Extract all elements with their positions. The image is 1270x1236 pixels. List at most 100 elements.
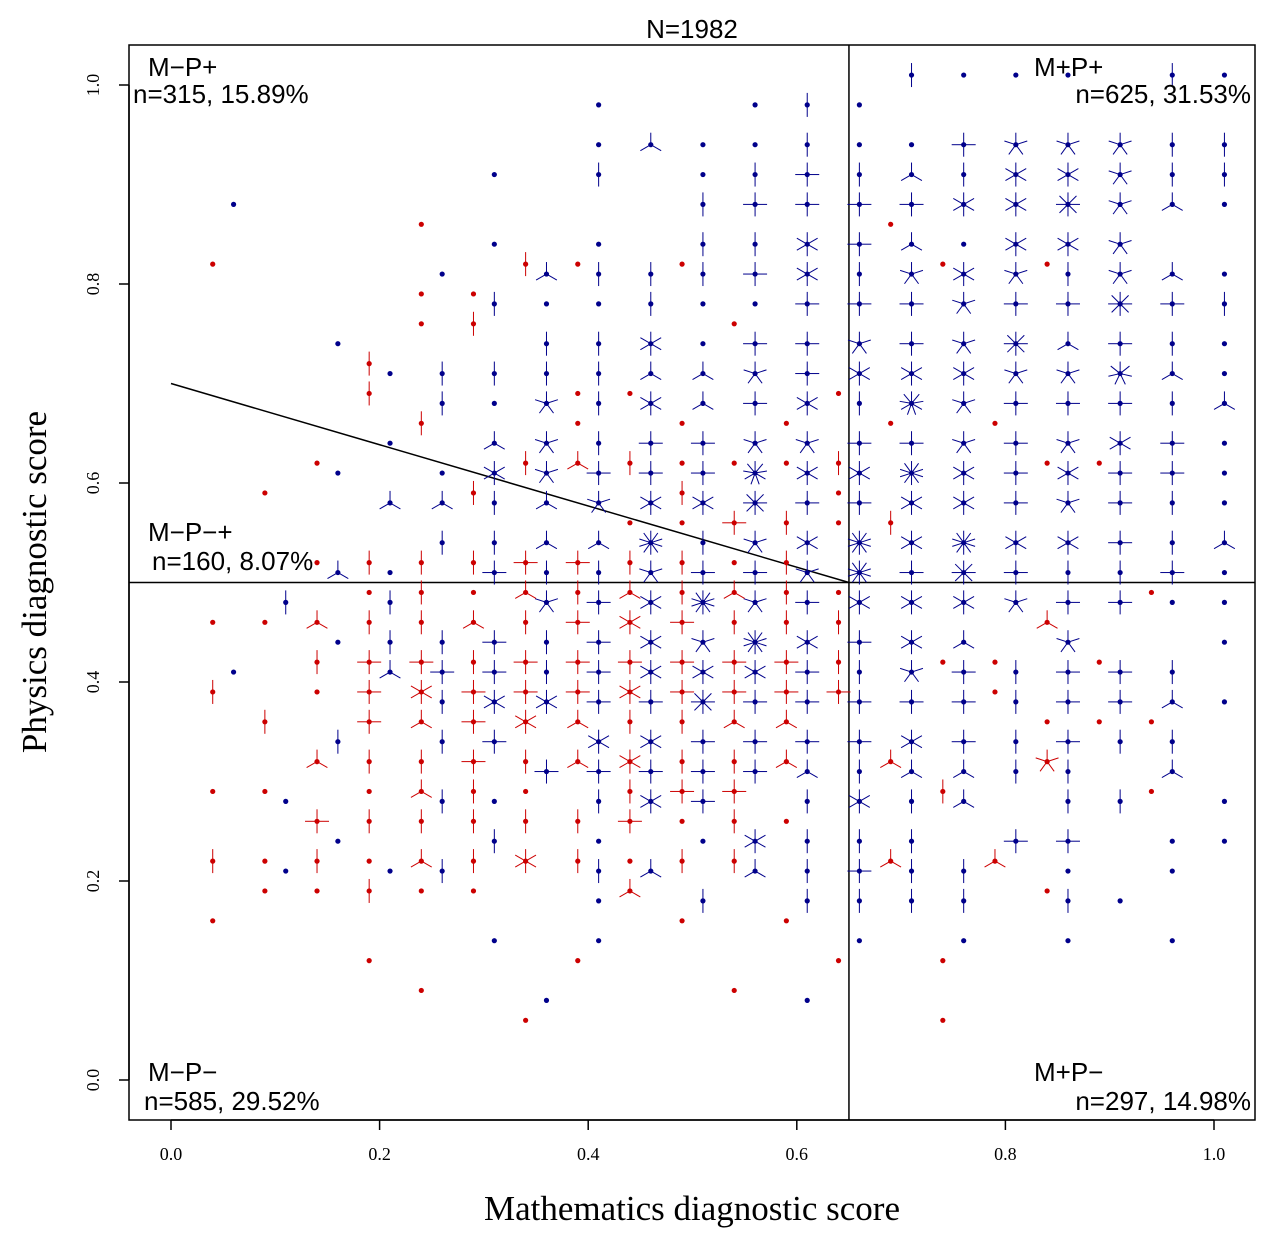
data-point	[775, 749, 798, 769]
data-point	[1013, 72, 1019, 78]
data-point	[951, 660, 976, 685]
point-ray	[848, 373, 860, 380]
data-point	[387, 868, 393, 874]
data-point	[722, 679, 747, 704]
data-point	[1065, 868, 1071, 874]
quadrant-stat: n=625, 31.53%	[1075, 79, 1251, 109]
data-point	[1221, 599, 1228, 606]
point-ray	[775, 761, 787, 769]
point-ray	[619, 592, 631, 599]
point-ray	[953, 472, 964, 480]
data-point	[1108, 461, 1133, 486]
point-ray	[546, 695, 558, 703]
data-point	[314, 888, 320, 894]
data-point	[783, 918, 789, 924]
data-point	[1108, 232, 1132, 255]
data-point	[1160, 291, 1185, 316]
data-point	[743, 630, 767, 655]
point-ray	[1067, 638, 1080, 643]
point-ray	[1005, 243, 1017, 251]
data-point	[335, 838, 341, 844]
data-point	[565, 610, 590, 635]
data-point	[888, 420, 894, 426]
data-point	[640, 391, 662, 416]
x-tick-label: 0.2	[368, 1144, 391, 1164]
data-point	[679, 420, 685, 426]
point-ray	[911, 468, 924, 474]
data-point	[567, 749, 589, 769]
data-point	[690, 759, 715, 784]
point-dot	[470, 589, 477, 596]
point-dot	[314, 460, 320, 466]
point-dot	[596, 142, 602, 148]
data-point	[439, 470, 445, 476]
point-ray	[1008, 273, 1017, 285]
point-ray	[806, 572, 815, 583]
point-dot	[596, 938, 602, 944]
point-ray	[587, 498, 599, 504]
data-point	[379, 660, 401, 679]
point-ray	[650, 595, 662, 603]
data-point	[470, 849, 477, 874]
data-point	[856, 262, 862, 287]
point-ray	[754, 638, 767, 643]
data-point	[543, 560, 550, 585]
point-ray	[952, 542, 964, 547]
point-ray	[911, 367, 923, 374]
data-point	[1221, 639, 1228, 645]
data-point	[596, 859, 602, 884]
point-dot	[835, 520, 842, 526]
point-ray	[1015, 373, 1024, 384]
data-point	[210, 788, 216, 795]
point-ray	[746, 494, 756, 504]
point-ray	[650, 601, 662, 609]
data-point	[306, 749, 328, 769]
data-point	[627, 451, 633, 476]
point-ray	[880, 860, 891, 868]
data-point	[1221, 440, 1228, 446]
point-ray	[1119, 200, 1132, 205]
data-point	[1221, 341, 1228, 347]
point-ray	[494, 695, 505, 703]
point-ray	[963, 572, 973, 582]
point-ray	[796, 542, 808, 550]
point-ray	[639, 542, 651, 547]
data-point	[835, 390, 842, 397]
data-point	[1003, 490, 1028, 515]
point-ray	[847, 538, 860, 544]
data-point	[1003, 391, 1028, 416]
data-point	[743, 759, 768, 784]
data-point	[848, 590, 871, 615]
point-dot	[523, 1017, 529, 1023]
data-point	[783, 460, 789, 466]
point-ray	[1120, 373, 1132, 377]
data-point	[366, 958, 372, 964]
data-point	[795, 689, 820, 714]
data-point	[961, 888, 967, 913]
data-point	[1055, 192, 1080, 217]
data-point	[640, 361, 662, 380]
point-ray	[389, 671, 401, 679]
point-dot	[210, 918, 216, 924]
point-dot	[783, 420, 789, 426]
data-point	[1013, 689, 1019, 714]
data-point	[638, 689, 663, 714]
data-point	[482, 630, 507, 655]
data-point	[491, 400, 497, 406]
data-point	[210, 679, 216, 704]
point-ray	[535, 701, 547, 709]
data-point	[774, 650, 799, 675]
data-point	[1117, 560, 1123, 585]
data-point	[856, 391, 862, 416]
data-point	[908, 63, 915, 88]
data-point	[795, 729, 820, 754]
point-ray	[1004, 369, 1016, 375]
data-point	[1004, 262, 1028, 285]
point-ray	[911, 536, 923, 544]
point-dot	[335, 639, 341, 645]
point-ray	[859, 339, 871, 345]
y-axis-label: Physics diagnostic score	[15, 411, 54, 753]
data-point	[1055, 689, 1080, 714]
quadrant-stat: n=297, 14.98%	[1075, 1086, 1251, 1116]
data-point	[1109, 431, 1131, 456]
